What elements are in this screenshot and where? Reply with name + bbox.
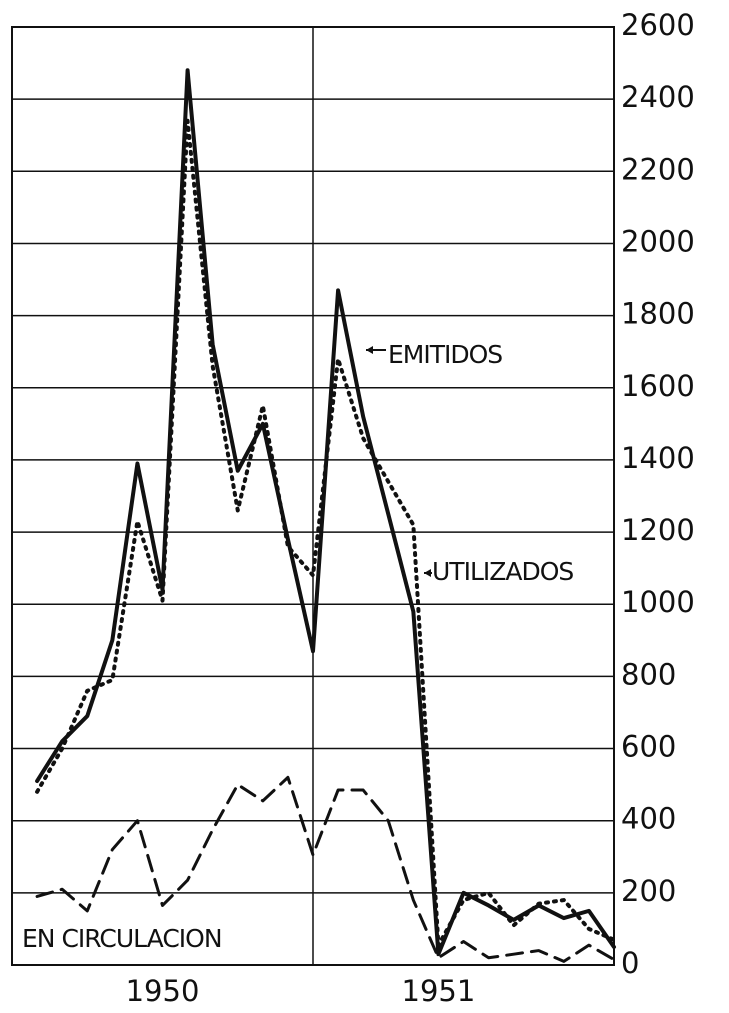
label-background: [20, 924, 224, 956]
series-line: [35, 118, 616, 948]
y-tick-label: 1800: [621, 297, 695, 331]
y-tick-label: 1000: [621, 585, 695, 619]
y-tick-label: 2200: [621, 152, 695, 186]
x-tick-label: 1950: [126, 974, 200, 1008]
y-tick-label: 2000: [621, 224, 695, 258]
y-tick-label: 400: [621, 802, 676, 836]
y-tick-label: 2400: [621, 80, 695, 114]
label-background: [430, 557, 576, 589]
label-background: [386, 340, 505, 372]
y-tick-label: 600: [621, 730, 676, 764]
series-line: [35, 775, 616, 963]
y-tick-label: 0: [621, 946, 639, 980]
y-tick-label: 1600: [621, 369, 695, 403]
y-tick-label: 200: [621, 874, 676, 908]
y-tick-label: 1200: [621, 513, 695, 547]
label-arrowhead: [366, 346, 373, 354]
series-label: UTILIZADOS: [432, 557, 573, 586]
series-label: EMITIDOS: [388, 340, 502, 369]
y-tick-label: 800: [621, 657, 676, 691]
x-tick-label: 1951: [402, 974, 476, 1008]
y-tick-label: 2600: [621, 8, 695, 42]
label-arrowhead: [424, 569, 431, 577]
y-tick-label: 1400: [621, 441, 695, 475]
series-label: EN CIRCULACION: [22, 924, 222, 953]
